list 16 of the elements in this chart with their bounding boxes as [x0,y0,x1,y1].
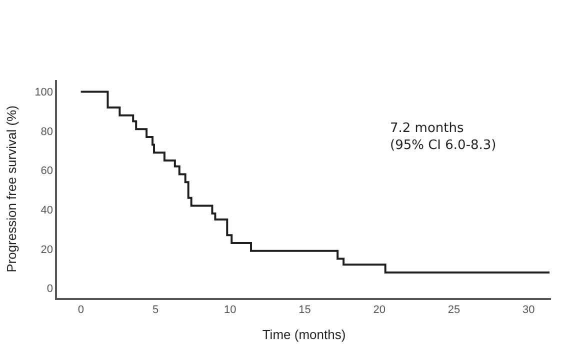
x-tick-label: 20 [373,304,386,316]
y-tick-label: 60 [40,165,54,178]
x-tick-label: 0 [78,304,84,316]
annotation: 7.2 months (95% CI 6.0-8.3) [390,121,496,153]
y-axis-title: Progression free survival (%) [4,106,20,272]
y-tick-label: 80 [40,126,54,138]
y-tick-label: 0 [46,283,54,296]
x-tick-label: 25 [448,304,460,316]
x-axis-title: Time (months) [262,327,346,342]
x-tick-label: 5 [152,304,159,316]
x-tick-label: 10 [224,304,236,316]
y-tick-label: 100 [34,86,54,99]
x-tick-label: 30 [522,304,535,316]
y-tick-label: 20 [40,244,54,256]
y-tick-label: 40 [40,204,54,216]
x-tick-label: 15 [298,304,311,316]
